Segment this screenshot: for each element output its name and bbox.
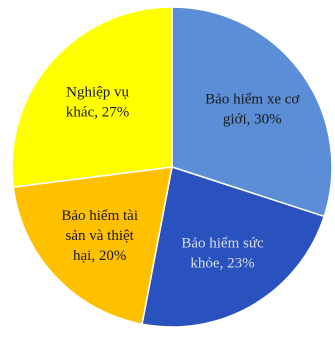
slice-label-line: giới, 30% <box>223 112 282 128</box>
slice-label-line: hại, 20% <box>73 248 126 264</box>
slice-label-line: Bảo hiểm xe cơ <box>205 92 300 108</box>
slice-label-line: khỏe, 23% <box>190 255 254 271</box>
pie-slice-bao-hiem-suc-khoe <box>141 166 326 328</box>
slice-label-nghiep-vu-khac: Nghiệp vụ khác, 27% <box>66 84 130 120</box>
slice-label-line: Nghiệp vụ <box>66 84 129 100</box>
slice-label-bao-hiem-suc-khoe: Bảo hiểm sức khỏe, 23% <box>181 235 264 271</box>
slice-label-bao-hiem-xe-co-gioi: Bảo hiểm xe cơ giới, 30% <box>205 92 300 128</box>
slice-label-line: sản và thiệt <box>66 228 135 244</box>
slice-label-line: Bảo hiểm sức <box>181 235 264 251</box>
slice-label-line: khác, 27% <box>66 104 129 120</box>
slice-label-bao-hiem-tai-san-va-thiet-hai: Bảo hiểm tài sản và thiệt hại, 20% <box>61 208 138 264</box>
pie-slice-nghiep-vu-khac <box>11 6 173 188</box>
pie-slice-bao-hiem-xe-co-gioi <box>171 6 333 218</box>
slice-label-line: Bảo hiểm tài <box>61 208 138 224</box>
pie-slice-bao-hiem-tai-san-va-thiet-hai <box>12 166 173 326</box>
